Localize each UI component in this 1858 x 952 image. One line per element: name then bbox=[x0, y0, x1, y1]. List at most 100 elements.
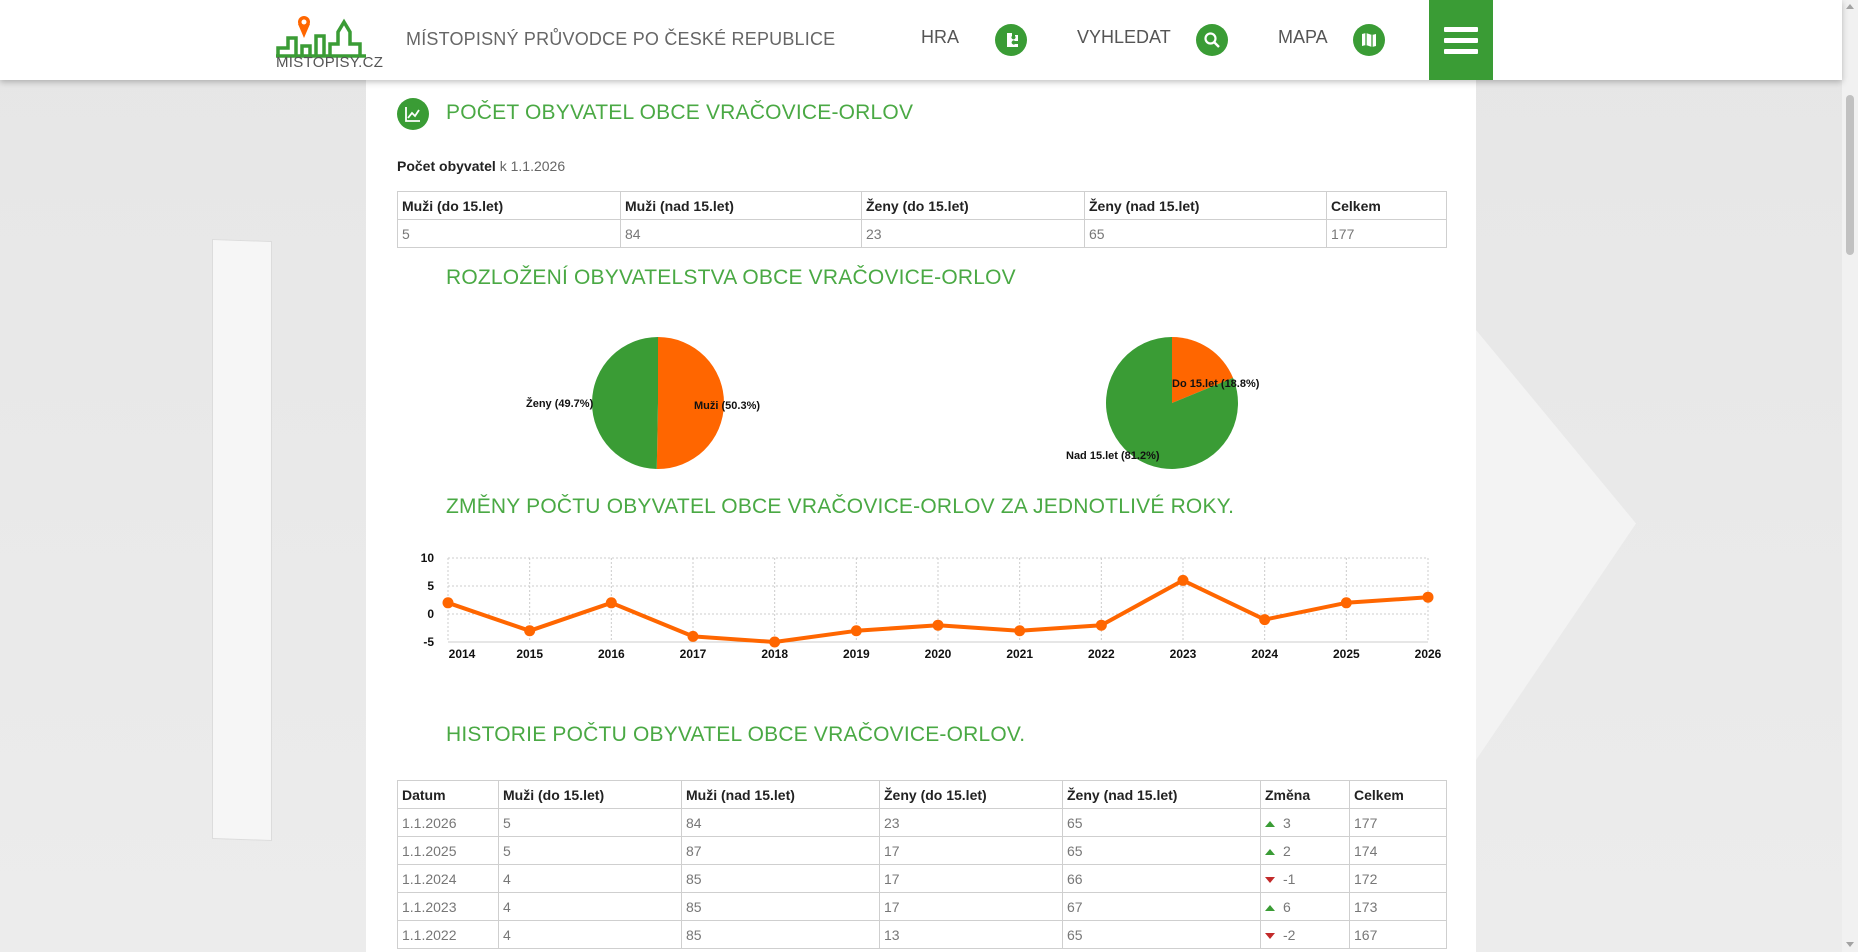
changes-title: ZMĚNY POČTU OBYVATEL OBCE VRAČOVICE-ORLO… bbox=[446, 495, 1235, 518]
table-header-row: Datum Muži (do 15.let) Muži (nad 15.let)… bbox=[397, 780, 1447, 809]
age-pie-chart: Do 15.let (18.8%) Nad 15.let (81.2%) bbox=[1066, 337, 1260, 469]
table-cell: -2 bbox=[1260, 920, 1350, 949]
puzzle-hand-icon[interactable] bbox=[995, 24, 1027, 56]
table-header-cell: Muži (do 15.let) bbox=[498, 780, 682, 809]
table-cell: 4 bbox=[498, 920, 682, 949]
x-tick-label: 2024 bbox=[1251, 647, 1278, 661]
table-cell: 17 bbox=[879, 836, 1063, 865]
search-icon[interactable] bbox=[1196, 24, 1228, 56]
table-cell: 84 bbox=[620, 219, 862, 248]
change-value: -2 bbox=[1283, 926, 1296, 943]
table-header-cell: Ženy (do 15.let) bbox=[861, 191, 1085, 220]
pie-label: Nad 15.let (81.2%) bbox=[1066, 450, 1160, 462]
page-scrollbar[interactable] bbox=[1842, 0, 1858, 952]
x-tick-label: 2019 bbox=[843, 647, 870, 661]
population-title: POČET OBYVATEL OBCE VRAČOVICE-ORLOV bbox=[446, 101, 914, 124]
table-cell: 85 bbox=[681, 864, 880, 893]
scroll-up-arrow-icon[interactable] bbox=[1846, 4, 1854, 9]
data-point bbox=[1095, 619, 1107, 631]
table-header-cell: Muži (nad 15.let) bbox=[620, 191, 862, 220]
table-cell: 1.1.2022 bbox=[397, 920, 499, 949]
history-title: HISTORIE POČTU OBYVATEL OBCE VRAČOVICE-O… bbox=[446, 723, 1026, 746]
table-header-cell: Muži (do 15.let) bbox=[397, 191, 621, 220]
hamburger-menu-icon[interactable] bbox=[1429, 0, 1493, 80]
change-value: 3 bbox=[1283, 814, 1291, 831]
x-tick-label: 2025 bbox=[1333, 647, 1360, 661]
table-row: 1.1.2026 5 84 23 65 3 177 bbox=[397, 808, 1447, 837]
scroll-down-arrow-icon[interactable] bbox=[1846, 942, 1854, 947]
table-header-cell: Ženy (nad 15.let) bbox=[1084, 191, 1327, 220]
table-cell: 4 bbox=[498, 892, 682, 921]
y-tick-label: 0 bbox=[427, 607, 434, 621]
table-cell: 85 bbox=[681, 892, 880, 921]
nav-hra[interactable]: HRA bbox=[921, 27, 960, 47]
logo-icon[interactable] bbox=[276, 8, 381, 73]
data-point bbox=[1014, 625, 1026, 637]
pie-slice bbox=[591, 337, 658, 469]
table-row: 1.1.2024 4 85 17 66 -1 172 bbox=[397, 864, 1447, 893]
data-point bbox=[1259, 614, 1271, 626]
table-cell: 172 bbox=[1349, 864, 1447, 893]
site-title: MÍSTOPISNÝ PRŮVODCE PO ČESKÉ REPUBLICE bbox=[406, 29, 836, 49]
nav-mapa[interactable]: MAPA bbox=[1278, 27, 1328, 47]
x-tick-label: 2026 bbox=[1415, 647, 1442, 661]
x-tick-label: 2023 bbox=[1170, 647, 1197, 661]
table-header-cell: Celkem bbox=[1349, 780, 1447, 809]
change-value: -1 bbox=[1283, 870, 1296, 887]
table-cell: 17 bbox=[879, 864, 1063, 893]
x-tick-label: 2021 bbox=[1006, 647, 1033, 661]
population-subline: Počet obyvatel k 1.1.2026 bbox=[397, 158, 565, 174]
main-content: POČET OBYVATEL OBCE VRAČOVICE-ORLOV Poče… bbox=[366, 80, 1476, 952]
history-table: Datum Muži (do 15.let) Muži (nad 15.let)… bbox=[397, 780, 1447, 949]
x-tick-label: 2022 bbox=[1088, 647, 1115, 661]
table-header-cell: Muži (nad 15.let) bbox=[681, 780, 880, 809]
population-subline-date: k 1.1.2026 bbox=[495, 158, 566, 174]
table-header-cell: Ženy (nad 15.let) bbox=[1062, 780, 1261, 809]
table-cell: 23 bbox=[879, 808, 1063, 837]
pie-slice bbox=[1106, 337, 1238, 469]
table-row: 1.1.2022 4 85 13 65 -2 167 bbox=[397, 920, 1447, 949]
table-cell: 5 bbox=[397, 219, 621, 248]
pie-label: Ženy (49.7%) bbox=[526, 397, 594, 410]
table-cell: 167 bbox=[1349, 920, 1447, 949]
table-cell: 84 bbox=[681, 808, 880, 837]
arrow-up-icon bbox=[1265, 848, 1275, 855]
x-tick-label: 2016 bbox=[598, 647, 625, 661]
x-tick-label: 2018 bbox=[761, 647, 788, 661]
data-point bbox=[687, 630, 699, 642]
table-cell: 17 bbox=[879, 892, 1063, 921]
arrow-down-icon bbox=[1265, 876, 1275, 883]
table-row: 1.1.2025 5 87 17 65 2 174 bbox=[397, 836, 1447, 865]
data-point bbox=[1177, 574, 1189, 586]
table-cell: -1 bbox=[1260, 864, 1350, 893]
nav-vyhledat[interactable]: VYHLEDAT bbox=[1077, 27, 1171, 47]
table-cell: 1.1.2025 bbox=[397, 836, 499, 865]
table-header-row: Muži (do 15.let) Muži (nad 15.let) Ženy … bbox=[397, 191, 1447, 220]
table-header-cell: Změna bbox=[1260, 780, 1350, 809]
table-cell: 13 bbox=[879, 920, 1063, 949]
scroll-thumb[interactable] bbox=[1846, 95, 1854, 255]
pie-slice bbox=[656, 337, 724, 469]
x-tick-label: 2015 bbox=[516, 647, 543, 661]
data-point bbox=[442, 597, 454, 609]
table-cell: 67 bbox=[1062, 892, 1261, 921]
table-row: 5 84 23 65 177 bbox=[397, 219, 1447, 248]
background-frame-left bbox=[212, 238, 272, 842]
data-point bbox=[769, 636, 781, 648]
logo-text[interactable]: MISTOPISY.CZ bbox=[276, 54, 384, 71]
y-tick-label: -5 bbox=[423, 635, 434, 649]
data-point bbox=[605, 597, 617, 609]
x-tick-label: 2020 bbox=[925, 647, 952, 661]
y-tick-label: 5 bbox=[427, 579, 434, 593]
arrow-up-icon bbox=[1265, 820, 1275, 827]
data-point bbox=[524, 625, 536, 637]
map-icon[interactable] bbox=[1353, 24, 1385, 56]
pie-label: Do 15.let (18.8%) bbox=[1172, 378, 1260, 390]
table-cell: 177 bbox=[1326, 219, 1447, 248]
data-point bbox=[1422, 591, 1434, 603]
table-cell: 23 bbox=[861, 219, 1085, 248]
table-cell: 174 bbox=[1349, 836, 1447, 865]
x-tick-label: 2014 bbox=[449, 647, 476, 661]
table-header-cell: Celkem bbox=[1326, 191, 1447, 220]
population-table: Muži (do 15.let) Muži (nad 15.let) Ženy … bbox=[397, 191, 1447, 248]
